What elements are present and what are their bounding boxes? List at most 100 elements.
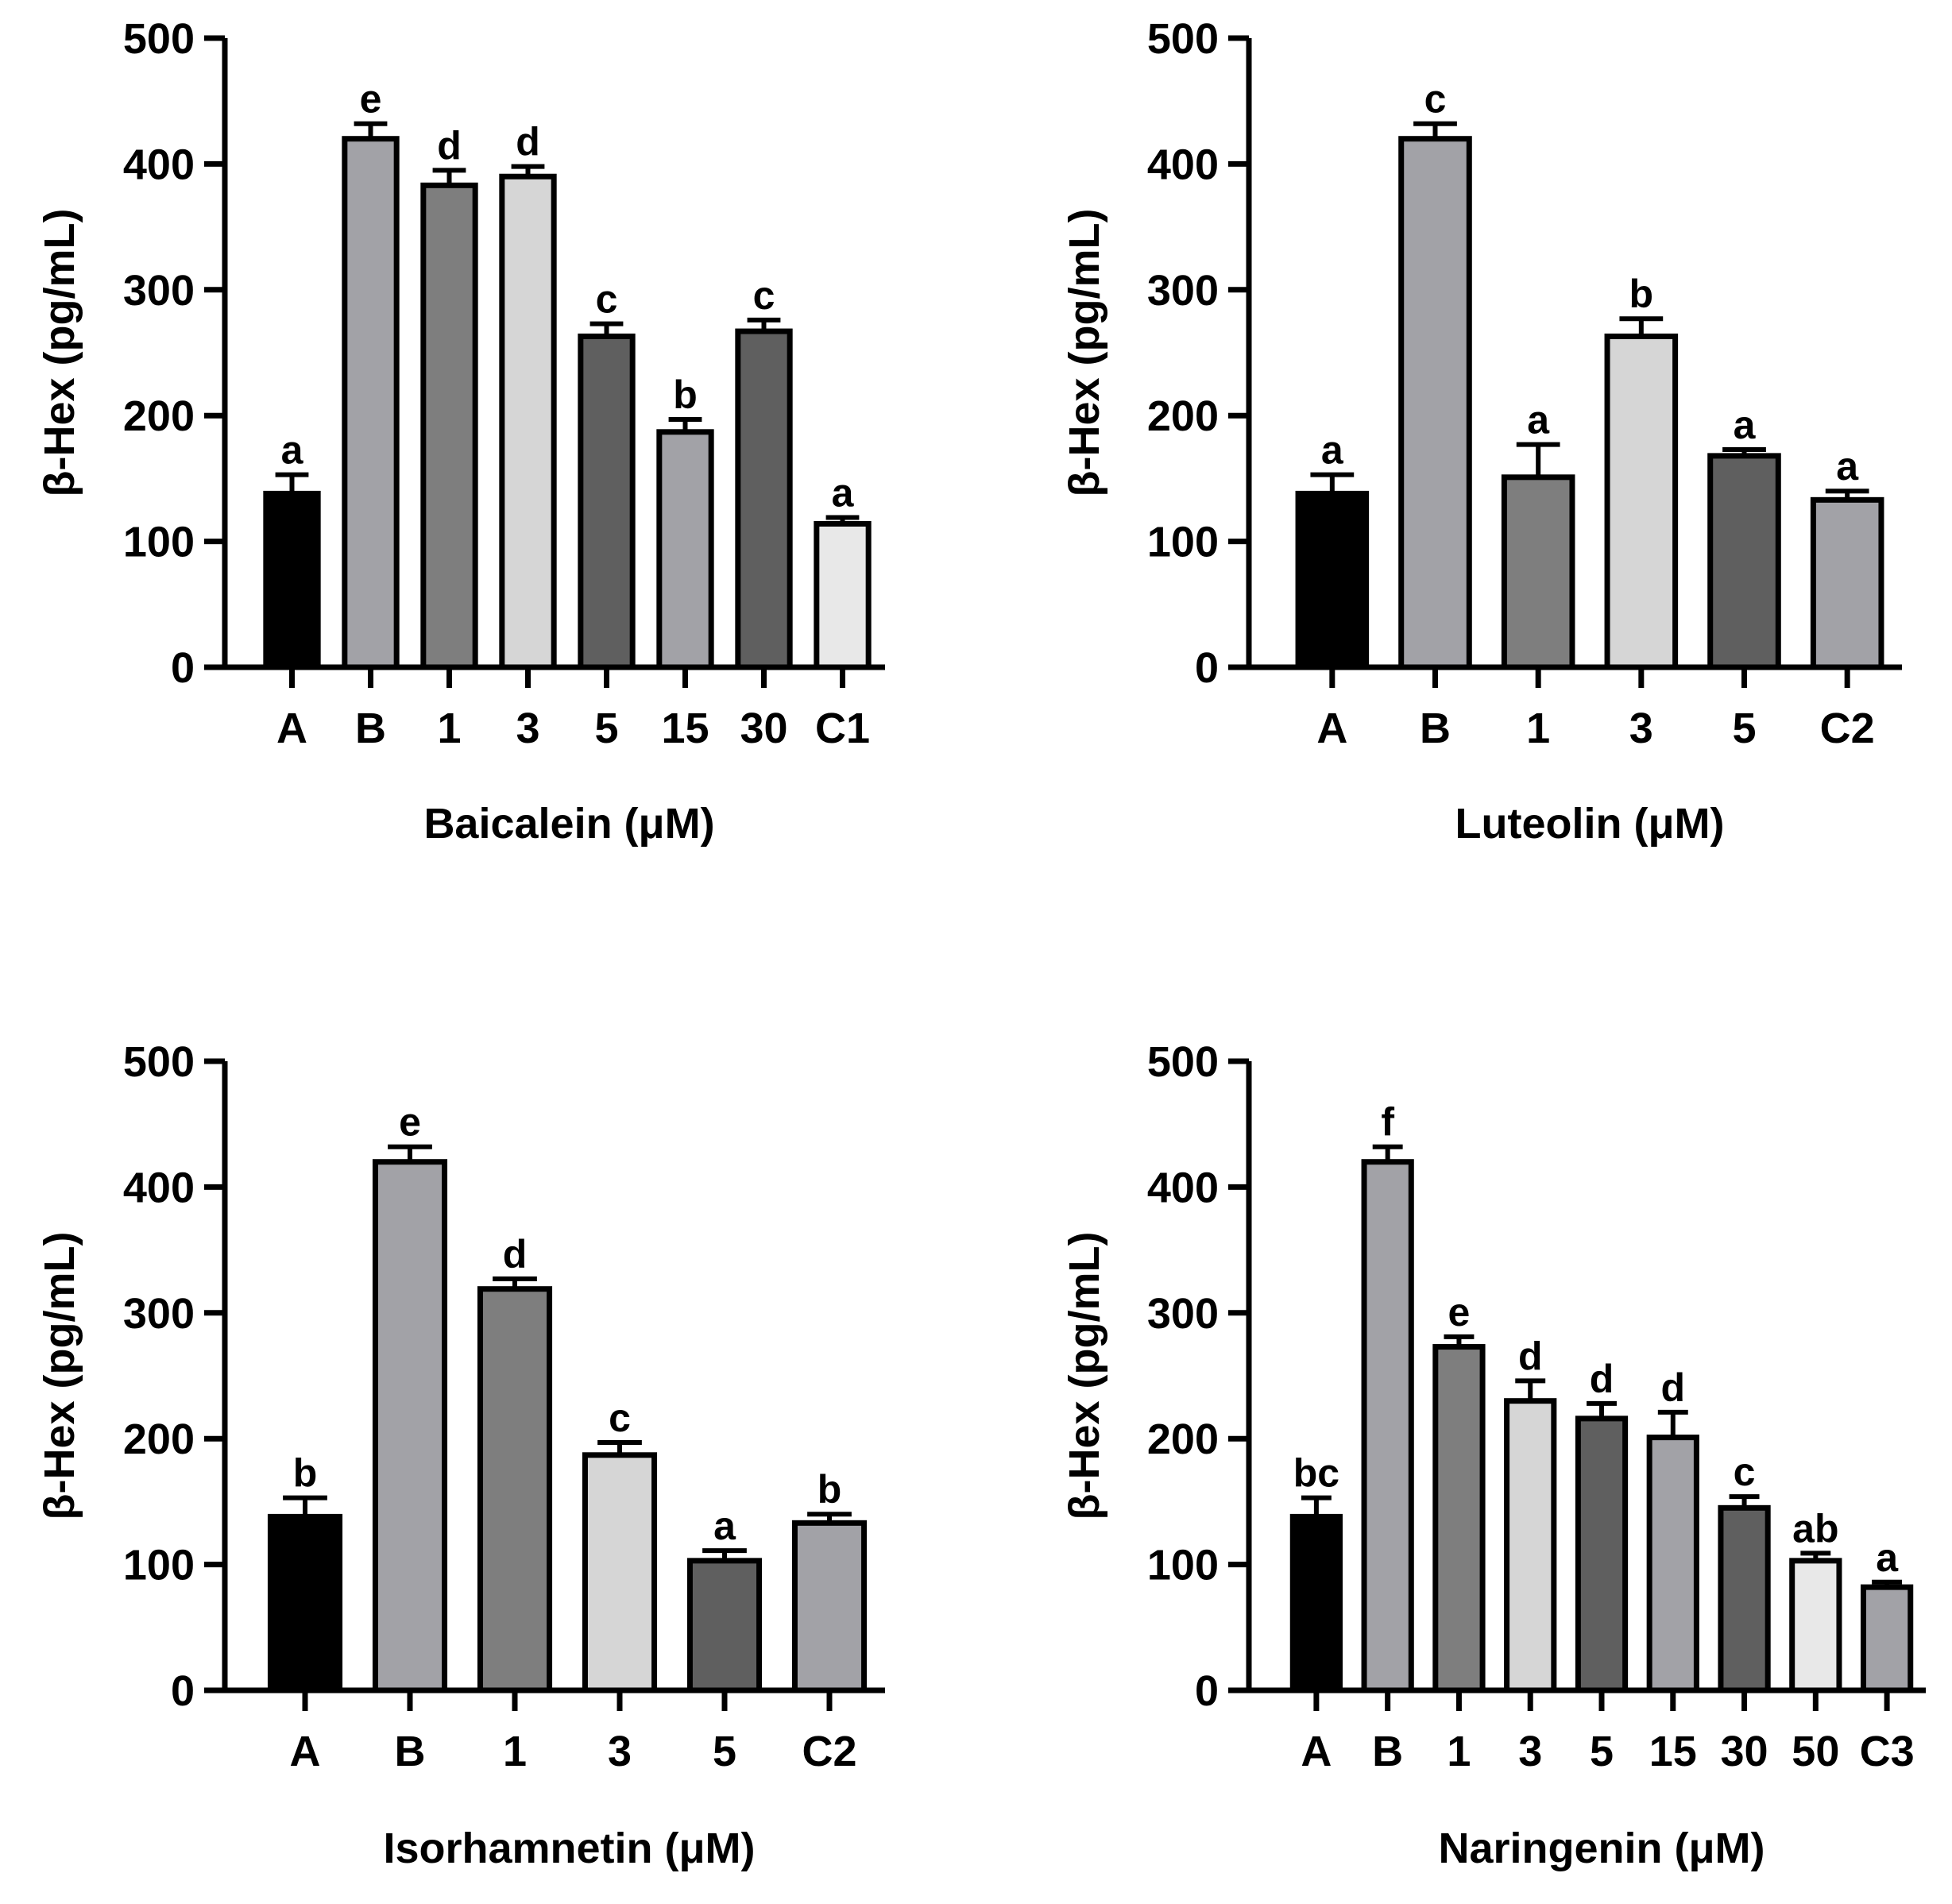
bar xyxy=(1707,453,1781,670)
y-axis-title: β-Hex (pg/mL) xyxy=(1061,1232,1108,1520)
significance-label: c xyxy=(1734,1450,1756,1494)
bar xyxy=(814,520,872,670)
significance-label: d xyxy=(503,1232,528,1276)
significance-label: b xyxy=(818,1467,842,1512)
x-tick-label: 5 xyxy=(1732,705,1756,752)
x-tick-label: B xyxy=(1420,705,1451,752)
x-tick-label: A xyxy=(1316,705,1347,752)
bar xyxy=(735,328,793,670)
significance-label: b xyxy=(673,373,698,417)
y-tick-label: 0 xyxy=(171,644,195,692)
x-tick-label: 1 xyxy=(437,705,461,752)
y-tick-label: 400 xyxy=(1147,1164,1219,1211)
significance-label: d xyxy=(516,120,540,164)
significance-label: e xyxy=(1448,1290,1471,1334)
y-tick-label: 0 xyxy=(1195,1667,1219,1715)
x-tick-label: 50 xyxy=(1792,1728,1839,1775)
y-tick-label: 0 xyxy=(1195,644,1219,692)
significance-label: d xyxy=(437,123,462,168)
x-tick-label: 3 xyxy=(1518,1728,1542,1775)
panel-naringenin: 0 100 200 300 400 500 β-Hex (pg/mL) Naringenin … xyxy=(1061,1038,1926,1872)
significance-label: a xyxy=(1876,1535,1899,1580)
bar xyxy=(1646,1435,1699,1694)
significance-label: c xyxy=(609,1396,631,1440)
y-tick-label: 100 xyxy=(1147,519,1219,566)
significance-label: c xyxy=(753,273,775,318)
significance-label: a xyxy=(281,428,304,473)
bar xyxy=(1718,1504,1771,1694)
bar xyxy=(1860,1584,1914,1694)
significance-label: c xyxy=(596,277,618,322)
significance-label: b xyxy=(293,1451,318,1496)
y-axis-title: β-Hex (pg/mL) xyxy=(36,209,83,497)
panel-luteolin: 0 100 200 300 400 500 β-Hex (pg/mL) Luteolin (μ… xyxy=(1061,15,1902,848)
x-tick-label: 30 xyxy=(1721,1728,1768,1775)
y-tick-label: 300 xyxy=(1147,267,1219,315)
significance-label: bc xyxy=(1293,1451,1339,1496)
bar xyxy=(656,429,714,670)
bar xyxy=(342,136,400,670)
significance-label: a xyxy=(832,471,855,516)
x-tick-label: 5 xyxy=(594,705,618,752)
x-tick-label: A xyxy=(276,705,307,752)
y-tick-label: 500 xyxy=(1147,1038,1219,1086)
significance-label: a xyxy=(1527,398,1550,442)
bar xyxy=(1504,1398,1557,1694)
panel-baicalein: 0 100 200 300 400 500 β-Hex (pg/mL) Baicalein (… xyxy=(36,15,885,848)
x-tick-label: C3 xyxy=(1860,1728,1915,1775)
y-tick-label: 400 xyxy=(123,141,195,188)
y-tick-label: 500 xyxy=(1147,15,1219,63)
x-tick-label: 3 xyxy=(1629,705,1653,752)
y-tick-label: 400 xyxy=(123,1164,195,1211)
significance-label: a xyxy=(1321,428,1344,473)
significance-label: d xyxy=(1590,1357,1614,1401)
significance-label: ab xyxy=(1792,1506,1838,1551)
significance-label: d xyxy=(1518,1334,1543,1378)
y-tick-label: 100 xyxy=(1147,1542,1219,1589)
bar xyxy=(267,1513,343,1694)
significance-label: b xyxy=(1629,272,1654,316)
bar xyxy=(1361,1159,1414,1694)
y-tick-label: 500 xyxy=(123,1038,195,1086)
bar xyxy=(1289,1513,1343,1694)
x-tick-label: 15 xyxy=(661,705,709,752)
x-tick-label: 15 xyxy=(1649,1728,1697,1775)
x-tick-label: 1 xyxy=(503,1728,527,1775)
significance-label: c xyxy=(1424,77,1447,122)
x-tick-label: A xyxy=(290,1728,321,1775)
bar xyxy=(1789,1558,1842,1694)
bar xyxy=(1432,1344,1486,1694)
bar xyxy=(1295,490,1370,670)
x-tick-label: B xyxy=(355,705,386,752)
x-tick-label: 1 xyxy=(1526,705,1550,752)
bar xyxy=(686,1558,763,1694)
bar xyxy=(1810,496,1884,670)
bar xyxy=(499,173,557,670)
y-tick-label: 300 xyxy=(123,267,195,315)
x-tick-label: C1 xyxy=(815,705,870,752)
y-tick-label: 300 xyxy=(1147,1290,1219,1338)
x-tick-label: 5 xyxy=(1590,1728,1614,1775)
x-axis-title: Isorhamnetin (μM) xyxy=(383,1825,755,1872)
x-tick-label: 3 xyxy=(516,705,539,752)
x-tick-label: 3 xyxy=(608,1728,632,1775)
x-axis-title: Luteolin (μM) xyxy=(1455,800,1725,848)
y-tick-label: 300 xyxy=(123,1290,195,1338)
y-axis-title: β-Hex (pg/mL) xyxy=(36,1232,83,1520)
significance-label: e xyxy=(399,1100,421,1145)
x-tick-label: 30 xyxy=(740,705,787,752)
significance-label: a xyxy=(1836,444,1859,489)
x-tick-label: B xyxy=(1372,1728,1403,1775)
bar xyxy=(263,490,321,670)
bar xyxy=(420,182,478,670)
y-tick-label: 200 xyxy=(1147,1415,1219,1463)
significance-label: f xyxy=(1381,1100,1394,1145)
bar xyxy=(582,1452,658,1694)
bar xyxy=(1604,333,1679,670)
x-tick-label: C2 xyxy=(802,1728,856,1775)
significance-label: a xyxy=(713,1504,736,1548)
x-axis-title: Baicalein (μM) xyxy=(423,800,714,848)
significance-label: a xyxy=(1734,403,1757,447)
panel-isorhamnetin: 0 100 200 300 400 500 β-Hex (pg/mL) Isorhamneti… xyxy=(36,1038,885,1872)
